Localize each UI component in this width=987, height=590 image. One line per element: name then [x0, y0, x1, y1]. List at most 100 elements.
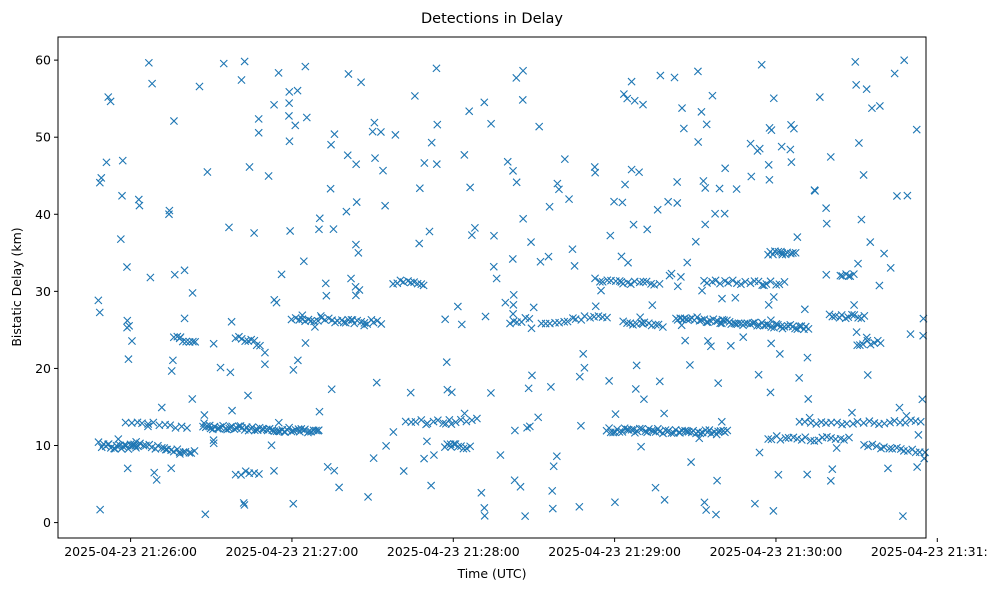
data-point — [472, 414, 481, 423]
data-point — [778, 250, 787, 259]
data-point — [291, 121, 300, 130]
data-point — [844, 272, 853, 281]
data-point — [512, 178, 521, 187]
data-point — [611, 410, 620, 419]
data-point — [610, 498, 619, 507]
axis-ticks: 2025-04-23 21:26:00 2025-04-23 21:27:00 20… — [35, 53, 987, 559]
data-point — [655, 279, 664, 288]
data-point — [747, 172, 756, 181]
data-point — [766, 277, 775, 286]
data-point — [422, 420, 431, 429]
data-point — [754, 370, 763, 379]
data-point — [859, 170, 868, 179]
data-point — [549, 462, 558, 471]
data-point — [301, 62, 310, 71]
data-point — [148, 79, 157, 88]
data-point — [741, 277, 750, 286]
data-point — [326, 184, 335, 193]
data-point — [341, 318, 350, 327]
data-point — [610, 197, 619, 206]
data-point — [377, 319, 386, 328]
data-point — [97, 173, 106, 182]
data-point — [487, 119, 496, 128]
data-point — [347, 274, 356, 283]
data-point — [606, 231, 615, 240]
data-point — [123, 464, 132, 473]
data-point — [621, 180, 630, 189]
data-point — [655, 377, 664, 386]
data-point — [852, 80, 861, 89]
data-point — [316, 311, 325, 320]
data-point — [443, 385, 452, 394]
data-point — [849, 419, 858, 428]
data-point — [406, 278, 415, 287]
data-point — [381, 201, 390, 210]
data-point — [767, 126, 776, 135]
data-point — [454, 442, 463, 451]
data-point — [618, 198, 627, 207]
data-point — [527, 371, 536, 380]
data-point — [769, 292, 778, 301]
data-point — [685, 315, 694, 324]
data-point — [750, 318, 759, 327]
data-point — [746, 320, 755, 329]
data-point — [575, 372, 584, 381]
data-point — [854, 313, 863, 322]
data-point — [442, 358, 451, 367]
data-point — [216, 363, 225, 372]
data-point — [343, 151, 352, 160]
data-point — [342, 207, 351, 216]
data-point — [906, 330, 915, 339]
data-point — [797, 435, 806, 444]
data-point — [420, 454, 429, 463]
data-point — [767, 322, 776, 331]
data-point — [840, 435, 848, 444]
data-point — [451, 418, 460, 427]
data-point — [203, 167, 212, 176]
data-point — [509, 290, 518, 299]
data-point — [447, 388, 456, 397]
data-point — [635, 424, 644, 433]
data-point — [510, 476, 519, 485]
data-point — [144, 58, 153, 67]
data-point — [890, 69, 899, 78]
data-point — [720, 316, 729, 325]
data-point — [651, 483, 660, 492]
data-point — [769, 506, 778, 515]
data-point — [913, 463, 922, 472]
data-point — [853, 417, 862, 426]
data-point — [391, 130, 400, 139]
data-point — [492, 274, 501, 283]
data-point — [603, 276, 612, 285]
data-point — [720, 209, 729, 218]
x-tick-label: 2025-04-23 21:26:00 — [64, 544, 197, 559]
data-point — [188, 395, 197, 403]
data-point — [506, 319, 515, 328]
data-point — [389, 428, 398, 437]
data-point — [348, 316, 357, 325]
data-point — [703, 336, 712, 345]
data-point — [844, 313, 853, 322]
data-point — [195, 82, 204, 91]
data-point — [420, 158, 429, 167]
data-point — [548, 504, 557, 513]
data-point — [106, 97, 115, 106]
data-point — [858, 340, 867, 349]
data-point — [711, 510, 720, 519]
data-point — [410, 91, 419, 100]
data-point — [352, 198, 361, 207]
data-point — [775, 280, 784, 289]
data-point — [260, 348, 269, 357]
data-point — [167, 464, 176, 473]
data-point — [368, 127, 377, 136]
data-point — [114, 435, 123, 444]
data-point — [441, 315, 450, 324]
data-point — [270, 100, 279, 109]
data-point — [512, 73, 521, 82]
data-point — [766, 316, 775, 325]
data-point — [124, 355, 133, 364]
data-point — [563, 317, 572, 326]
data-point — [654, 320, 663, 329]
data-point — [254, 469, 263, 478]
